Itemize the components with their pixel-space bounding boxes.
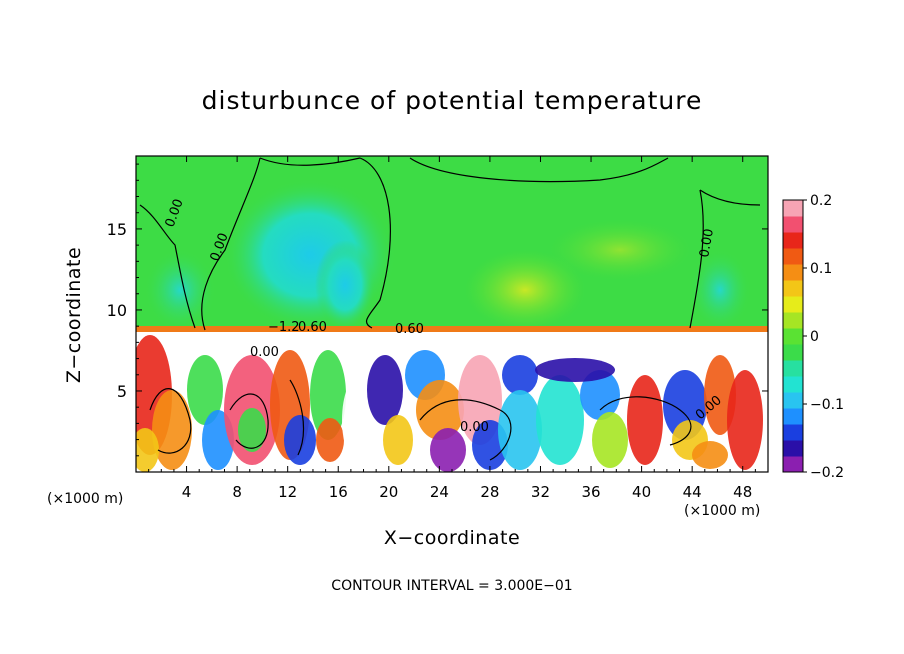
field-cell xyxy=(152,390,192,470)
contour-label: 0.60 xyxy=(395,322,424,337)
field-cell xyxy=(430,428,466,472)
y-axis: 5 10 15 xyxy=(107,163,768,457)
x-axis-label: X−coordinate xyxy=(0,527,904,549)
field-cell xyxy=(316,418,344,462)
y-tick-label: 15 xyxy=(107,220,127,239)
heatmap-field: 0.00 0.000.000.600.000.000.00−1.20.60 xyxy=(136,156,768,472)
field-cell xyxy=(238,408,266,452)
x-tick-label: 44 xyxy=(683,483,702,501)
field-cell xyxy=(592,412,628,468)
x-tick-label: 8 xyxy=(232,483,242,501)
contour-label: 0.00 xyxy=(460,420,489,435)
x-tick-label: 20 xyxy=(379,483,398,501)
cyan-anomaly-right xyxy=(690,250,750,330)
colorbar-swatch xyxy=(783,392,803,409)
field-cell xyxy=(502,355,538,395)
contour-label: 0.00 xyxy=(250,345,279,360)
field-cell xyxy=(627,375,663,465)
colorbar-swatch xyxy=(783,360,803,377)
colorbar-swatch xyxy=(783,200,803,217)
cyan-anomaly-left xyxy=(145,250,215,330)
colorbar-swatch xyxy=(783,232,803,249)
field-cell xyxy=(535,358,615,382)
colorbar-swatch xyxy=(783,280,803,297)
colorbar-swatch xyxy=(783,344,803,361)
contour-label: 0.00 xyxy=(697,228,717,259)
x-unit-label-right: (×1000 m) xyxy=(684,503,761,519)
contour-line xyxy=(201,157,261,331)
colorbar-swatch xyxy=(783,456,803,473)
contour-label: 0.60 xyxy=(298,320,327,335)
field-cell xyxy=(580,370,620,420)
colorbar-tick-label: −0.1 xyxy=(810,397,844,413)
warm-anomaly xyxy=(465,250,585,330)
x-tick-label: 28 xyxy=(480,483,499,501)
contour-line xyxy=(359,157,391,329)
colorbar-swatch xyxy=(783,328,803,345)
colorbar-swatch xyxy=(783,264,803,281)
contour-line xyxy=(259,157,361,166)
warm-band xyxy=(136,326,768,332)
warm-anomaly-2 xyxy=(550,220,690,280)
x-axis: 4 8 12 16 20 24 28 32 36 40 44 48 xyxy=(148,156,756,501)
field-cell xyxy=(727,370,763,470)
x-tick-label: 4 xyxy=(182,483,192,501)
colorbar-swatch xyxy=(783,424,803,441)
field-cell xyxy=(136,428,159,472)
field-cell xyxy=(498,390,542,470)
x-tick-label: 12 xyxy=(278,483,297,501)
contour-line xyxy=(699,189,761,206)
colorbar-swatch xyxy=(783,408,803,425)
colorbar-swatch xyxy=(783,376,803,393)
contour-label: −1.2 xyxy=(268,320,300,335)
field-cell xyxy=(187,355,223,425)
contour-line xyxy=(289,379,305,456)
colorbar-swatch xyxy=(783,248,803,265)
y-axis-label: Z−coordinate xyxy=(63,246,85,384)
colorbar-swatch xyxy=(783,296,803,313)
contour-line xyxy=(149,388,192,454)
field-cell xyxy=(367,355,403,425)
contour-line xyxy=(419,399,512,461)
x-tick-label: 36 xyxy=(581,483,600,501)
field-cell xyxy=(284,415,316,465)
x-tick-label: 16 xyxy=(329,483,348,501)
contour-line xyxy=(689,189,704,329)
colorbar-tick-label: −0.2 xyxy=(810,465,844,481)
white-band xyxy=(136,332,768,352)
colorbar-swatch xyxy=(783,312,803,329)
x-axis-label-text: X−coordinate xyxy=(383,527,521,549)
colorbar-tick-label: 0 xyxy=(810,329,819,345)
field-cell xyxy=(310,350,346,440)
y-tick-label: 10 xyxy=(107,301,127,320)
contour-line xyxy=(229,393,269,449)
colorbar-tick-label: 0.2 xyxy=(810,193,832,209)
colorbar: 0.2 0.1 0 −0.1 −0.2 xyxy=(782,193,844,481)
chart-title: disturbunce of potential temperature xyxy=(201,86,703,115)
x-tick-label: 40 xyxy=(632,483,651,501)
contour-line xyxy=(139,204,196,329)
field-cell xyxy=(536,375,584,465)
contour-interval-note: CONTOUR INTERVAL = 3.000E−01 xyxy=(331,578,573,594)
x-tick-label: 24 xyxy=(430,483,449,501)
field-cell xyxy=(383,415,413,465)
field-cell xyxy=(692,441,728,469)
y-tick-label: 5 xyxy=(117,382,127,401)
field-cell xyxy=(416,380,464,440)
contour-line xyxy=(599,396,692,446)
contour-line xyxy=(409,157,669,183)
x-tick-label: 48 xyxy=(733,483,752,501)
colorbar-swatch xyxy=(783,216,803,233)
x-unit-label-left: (×1000 m) xyxy=(47,491,124,507)
colorbar-tick-label: 0.1 xyxy=(810,261,832,277)
x-tick-label: 32 xyxy=(531,483,550,501)
cyan-core xyxy=(315,240,375,330)
colorbar-swatch xyxy=(783,440,803,457)
